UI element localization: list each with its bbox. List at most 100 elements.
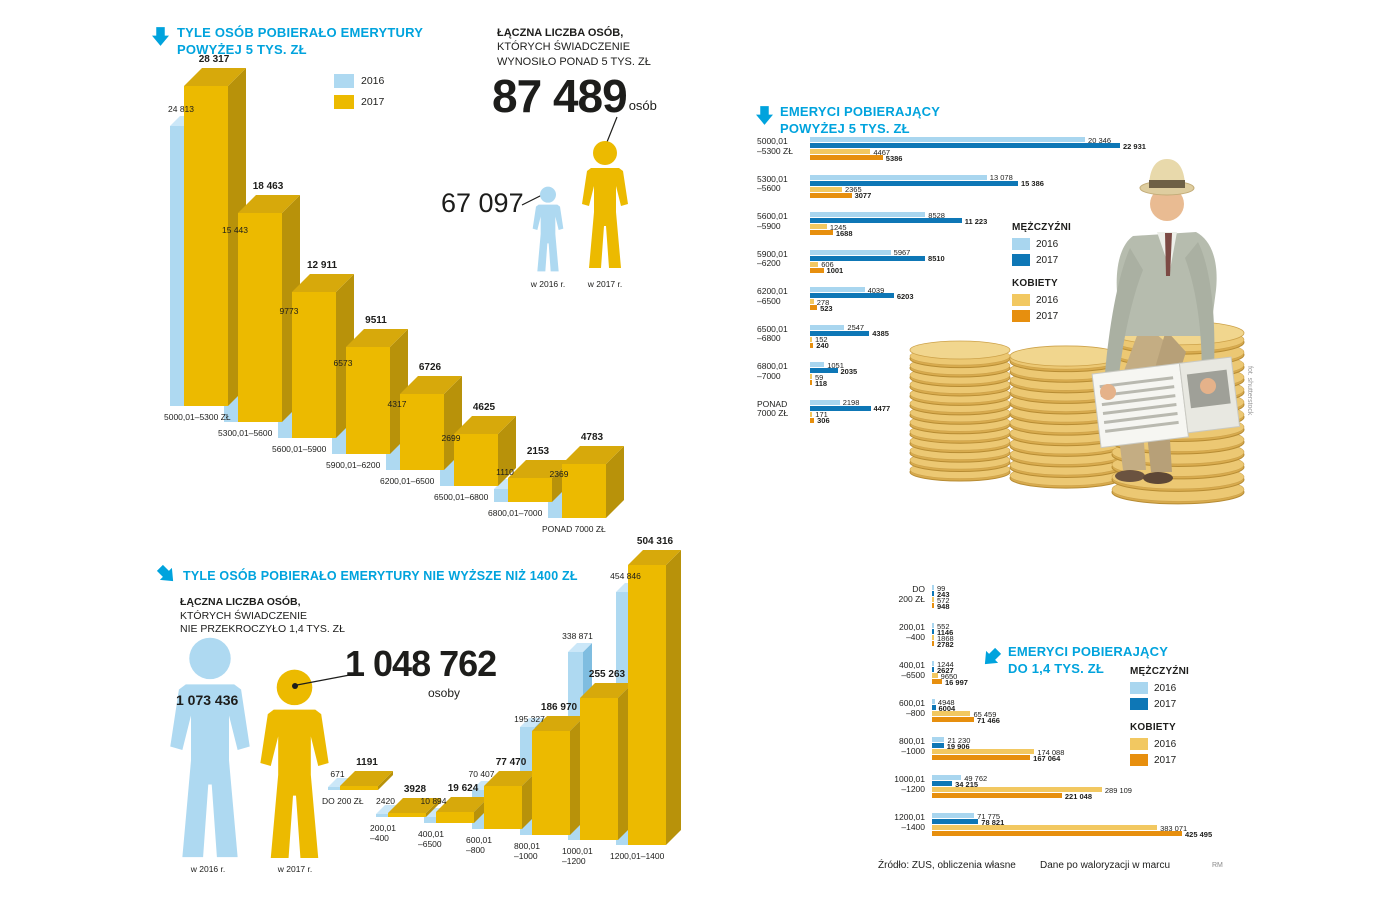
bar-men-2017-6 <box>932 819 979 824</box>
legend-swatch-2017 <box>334 95 354 109</box>
bar-women-2016-1 <box>932 635 934 640</box>
chart-high-by-gender: 5000,01 –5300 ZŁ 20 346 22 931 4467 5386 5300… <box>750 133 1180 443</box>
value-2017-5: 255 263 <box>588 669 626 681</box>
bar-2017-0-front <box>340 786 378 790</box>
bar-women-2016-0 <box>932 597 934 602</box>
heading-bold: ŁĄCZNA LICZBA OSÓB, <box>180 596 301 608</box>
value-label-1-7: 4477 <box>873 404 891 413</box>
title-high-by-gender: EMERYCI POBIERAJĄCY POWYŻEJ 5 TYS. ZŁ <box>780 104 941 136</box>
category-label-0: 5000,01–5300 ZŁ <box>164 412 231 422</box>
footer-note: Dane po waloryzacji w marcu <box>1040 860 1171 871</box>
value-2016-4: 4317 <box>387 399 407 410</box>
value-label-0-4: 4039 <box>867 285 885 295</box>
bar-2017-5-front <box>454 433 498 486</box>
legend-women-2017: 2017 <box>1012 310 1071 322</box>
value-2017-0: 28 317 <box>198 54 230 65</box>
down-left-arrow-icon <box>984 647 1002 665</box>
bar-men-2017-6 <box>810 368 838 373</box>
value-2017-1: 18 463 <box>252 181 284 193</box>
caption-2016: w 2016 r. <box>530 279 566 289</box>
legend-label-2016: 2016 <box>361 75 385 87</box>
bar-2017-1-front <box>238 213 282 422</box>
value-2017-7: 4783 <box>580 431 604 443</box>
legend-swatch-women-2016 <box>1130 738 1148 750</box>
value-2017-6: 504 316 <box>636 536 674 547</box>
value-label-0-2: 1244 <box>937 659 954 669</box>
value-label-3-4: 167 064 <box>1033 753 1061 763</box>
total-heading-high: ŁĄCZNA LICZBA OSÓB, KTÓRYCH ŚWIADCZENIE … <box>497 26 697 69</box>
value-label-2-6: 383 071 <box>1160 823 1188 833</box>
chart-3d-high-pensions: 28 317 24 813 5000,01–5300 ZŁ 18 463 15 443 5… <box>160 54 680 555</box>
category-label-6: 6800,01–7000 <box>488 508 543 518</box>
value-2016-0: 671 <box>330 769 345 779</box>
caption-2016-low: w 2016 r. <box>190 864 226 874</box>
value-label-1-2: 11 223 <box>964 216 988 226</box>
bar-men-2016-1 <box>810 174 987 180</box>
value-2016-5: 2699 <box>441 433 461 444</box>
legend-swatch-men-2016 <box>1012 238 1030 250</box>
photo-credit: fot. shutterstock <box>1246 366 1253 416</box>
value-label-3-5: 221 048 <box>1064 791 1092 801</box>
value-label-1-3: 8510 <box>928 254 945 263</box>
value-label-2-3: 65 459 <box>973 709 997 719</box>
legend-women-2017: 2017 <box>1130 754 1189 766</box>
category-label-5: 6500,01 –6800 <box>757 323 788 344</box>
down-arrow-icon <box>152 27 169 46</box>
legend-men-title: MĘŻCZYŹNI <box>1012 222 1072 233</box>
category-label-7: PONAD 7000 ZŁ <box>757 398 789 419</box>
value-label-3-1: 3077 <box>854 191 872 200</box>
bar-2017-3-front <box>484 785 522 829</box>
value-2017-2: 19 624 <box>447 783 479 795</box>
bar-2017-4-front <box>400 393 444 470</box>
value-2017-0: 1191 <box>356 757 378 768</box>
legend-swatch-men-2017 <box>1130 698 1148 710</box>
category-label-5: 1000,01 –1200 <box>894 774 925 794</box>
value-label-0-3: 4948 <box>937 697 955 707</box>
value-label-1-6: 2035 <box>840 366 858 376</box>
value-2016-6: 1110 <box>496 467 514 478</box>
legend-row-2017: 2017 <box>334 95 384 109</box>
bar-men-2017-7 <box>810 405 871 411</box>
bar-2016-0-front <box>170 125 188 406</box>
title-low-pensions: TYLE OSÓB POBIERAŁO EMERYTURY NIE WYŻSZE… <box>183 569 578 583</box>
category-label-1: 200,01 –400 <box>370 823 396 844</box>
value-label-1-2: 2627 <box>937 665 954 675</box>
bar-2017-4-front <box>532 731 570 835</box>
category-label-7: PONAD 7000 ZŁ <box>542 524 606 534</box>
value-2016-2: 10 894 <box>420 795 447 806</box>
bar-women-2016-2 <box>810 224 827 229</box>
bar-men-2016-6 <box>932 813 975 818</box>
bar-2017-0-top <box>340 771 393 786</box>
category-label-3: 600,01 –800 <box>899 698 925 718</box>
category-label-1: 200,01 –400 <box>899 622 925 642</box>
value-label-3-2: 1688 <box>835 228 853 238</box>
value-label-1-1: 15 386 <box>1021 179 1044 188</box>
bar-men-2016-2 <box>932 661 934 666</box>
bar-men-2016-4 <box>932 737 945 742</box>
legend-year: 2017 <box>1154 754 1177 766</box>
legend-women-title: KOBIETY <box>1012 278 1058 289</box>
person-silhouette <box>532 186 564 272</box>
legend-year: 2017 <box>1036 310 1059 322</box>
heading-rest: KTÓRYCH ŚWIADCZENIE WYNOSIŁO PONAD 5 TYS… <box>497 41 651 68</box>
title-low-by-gender: EMERYCI POBIERAJĄCY DO 1,4 TYS. ZŁ <box>1008 644 1169 676</box>
value-label-3-3: 71 466 <box>976 715 1000 725</box>
value-2016-7: 2369 <box>549 469 569 480</box>
value-label-0-7: 2198 <box>842 398 860 407</box>
bar-men-2017-1 <box>932 629 934 634</box>
value-label-3-3: 1001 <box>826 266 844 275</box>
value-label-0-2: 8528 <box>928 210 945 220</box>
legend-high-3d: 2016 2017 <box>334 74 384 116</box>
legend-men-2017: 2017 <box>1130 698 1189 710</box>
bar-2017-5-front <box>580 698 618 840</box>
value-2017-3: 77 470 <box>495 756 527 768</box>
category-label-1: 5300,01 –5600 <box>757 173 788 194</box>
value-2016-2: 9773 <box>279 305 299 316</box>
value-label-1-0: 243 <box>937 589 950 599</box>
footer-signature: RM <box>1212 862 1223 869</box>
value-2017-3: 9511 <box>365 314 387 326</box>
value-label-0-6: 1051 <box>827 360 844 370</box>
category-label-6: 1200,01 –1400 <box>894 812 925 832</box>
value-label-1-3: 6004 <box>938 703 956 713</box>
bar-men-2017-3 <box>932 705 936 710</box>
